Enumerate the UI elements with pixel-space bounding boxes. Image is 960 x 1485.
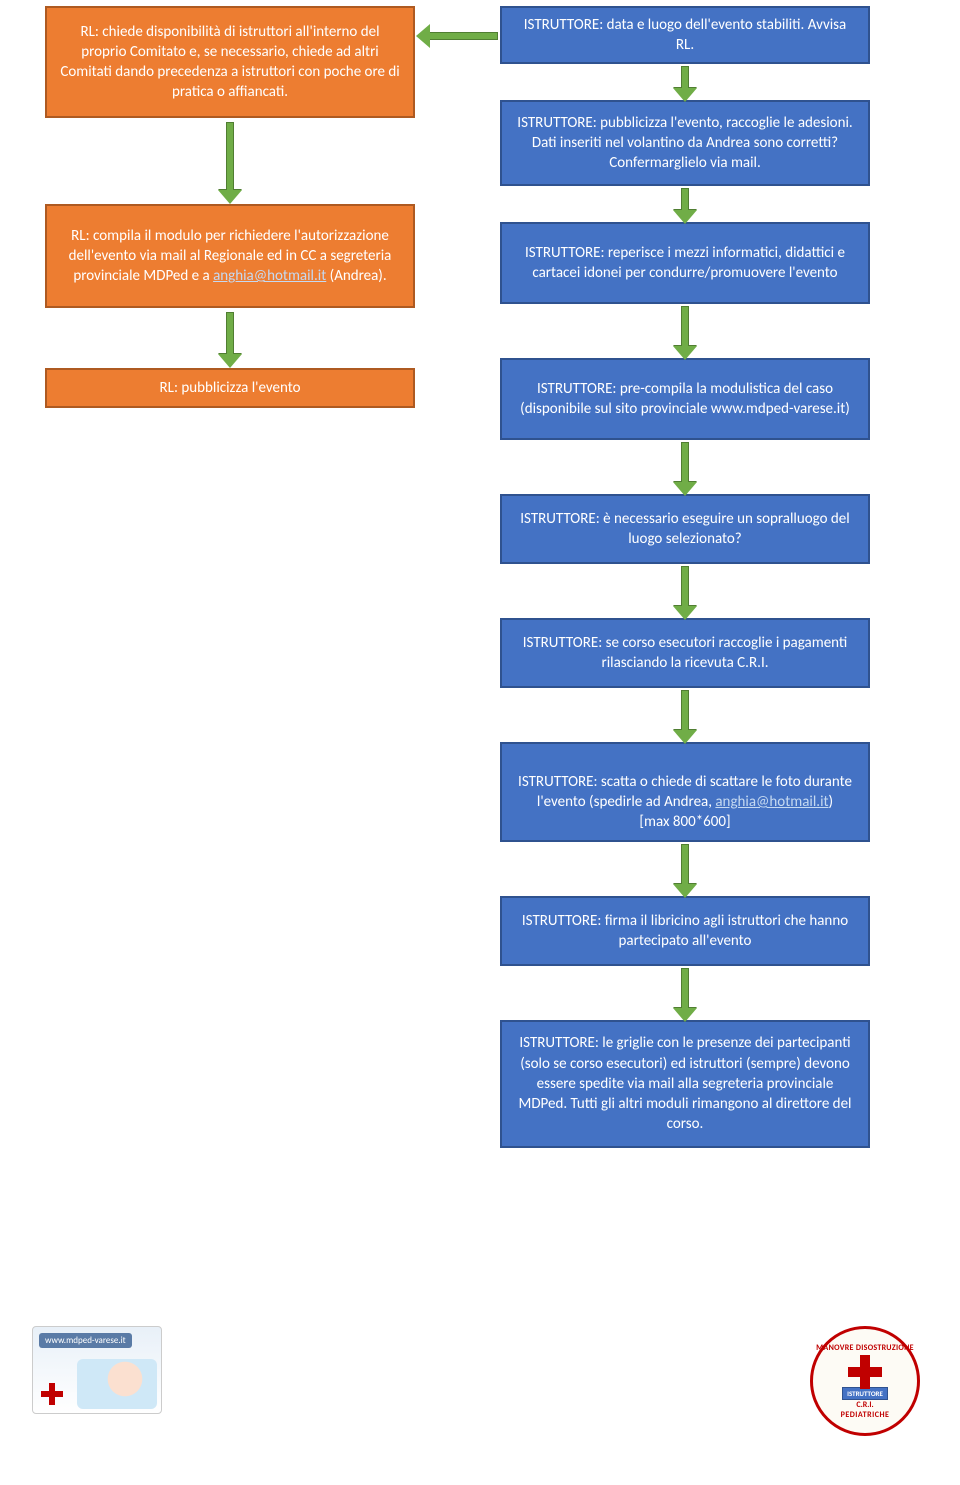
arrow-cross-to-left xyxy=(416,24,498,48)
arrow-down-al2 xyxy=(218,312,242,368)
rl-box-publicize: RL: pubblicizza l'evento xyxy=(45,368,415,408)
istr-r1-text: ISTRUTTORE: data e luogo dell'evento sta… xyxy=(514,15,856,56)
badge-bottom-text: PEDIATRICHE xyxy=(841,1410,890,1420)
rl-box-authorization: RL: compila il modulo per richiedere l'a… xyxy=(45,204,415,308)
rl-box-publicize-text: RL: pubblicizza l'evento xyxy=(160,378,301,398)
istr-box-photos: ISTRUTTORE: scatta o chiede di scattare … xyxy=(500,742,870,842)
badge-top-text: MANOVRE DISOSTRUZIONE xyxy=(816,1343,914,1353)
instructor-badge: MANOVRE DISOSTRUZIONE ISTRUTTORE C.R.I. … xyxy=(810,1326,920,1436)
istr-r5-text: ISTRUTTORE: è necessario eseguire un sop… xyxy=(514,509,856,550)
rl-box-availability: RL: chiede disponibilità di istruttori a… xyxy=(45,6,415,118)
rl-box-authorization-text: RL: compila il modulo per richiedere l'a… xyxy=(59,226,401,287)
istr-r4-text: ISTRUTTORE: pre-compila la modulistica d… xyxy=(514,379,856,420)
red-cross-icon xyxy=(41,1383,63,1405)
istr-r7-text: ISTRUTTORE: scatta o chiede di scattare … xyxy=(514,752,856,833)
istr-box-payments: ISTRUTTORE: se corso esecutori raccoglie… xyxy=(500,618,870,688)
istr-r3-text: ISTRUTTORE: reperisce i mezzi informatic… xyxy=(514,243,856,284)
istr-box-grids: ISTRUTTORE: le griglie con le presenze d… xyxy=(500,1020,870,1148)
istr-box-survey: ISTRUTTORE: è necessario eseguire un sop… xyxy=(500,494,870,564)
flowchart-canvas: RL: chiede disponibilità di istruttori a… xyxy=(0,0,960,1485)
arrow-down-ar5 xyxy=(673,566,697,620)
arrow-down-al1 xyxy=(218,122,242,204)
footer-url-text: www.mdped-varese.it xyxy=(39,1333,132,1348)
istr-r9-text: ISTRUTTORE: le griglie con le presenze d… xyxy=(514,1033,856,1134)
arrow-down-ar2 xyxy=(673,188,697,224)
arrow-down-ar4 xyxy=(673,442,697,496)
arrow-down-ar8 xyxy=(673,968,697,1022)
istr-box-date-place: ISTRUTTORE: data e luogo dell'evento sta… xyxy=(500,6,870,64)
email-link-andrea-2[interactable]: anghia@hotmail.it xyxy=(715,793,828,811)
istr-r2-text: ISTRUTTORE: pubblicizza l'evento, raccog… xyxy=(514,113,856,174)
email-link-andrea-1[interactable]: anghia@hotmail.it xyxy=(213,267,326,285)
badge-red-cross-icon xyxy=(848,1355,882,1389)
footer-website-thumbnail: www.mdped-varese.it xyxy=(32,1326,162,1414)
arrow-down-ar1 xyxy=(673,66,697,102)
istr-box-publicize: ISTRUTTORE: pubblicizza l'evento, raccog… xyxy=(500,100,870,186)
istr-box-materials: ISTRUTTORE: reperisce i mezzi informatic… xyxy=(500,222,870,304)
text-after-link: (Andrea). xyxy=(326,267,386,285)
arrow-down-ar6 xyxy=(673,690,697,744)
istr-box-forms: ISTRUTTORE: pre-compila la modulistica d… xyxy=(500,358,870,440)
istr-r6-text: ISTRUTTORE: se corso esecutori raccoglie… xyxy=(514,633,856,674)
arrow-down-ar7 xyxy=(673,844,697,898)
istr-r8-text: ISTRUTTORE: firma il libricino agli istr… xyxy=(514,911,856,952)
badge-sub-text: C.R.I. xyxy=(856,1400,873,1410)
arrow-down-ar3 xyxy=(673,306,697,360)
rl-box-availability-text: RL: chiede disponibilità di istruttori a… xyxy=(59,22,401,103)
baby-icon xyxy=(77,1359,157,1409)
istr-box-sign: ISTRUTTORE: firma il libricino agli istr… xyxy=(500,896,870,966)
